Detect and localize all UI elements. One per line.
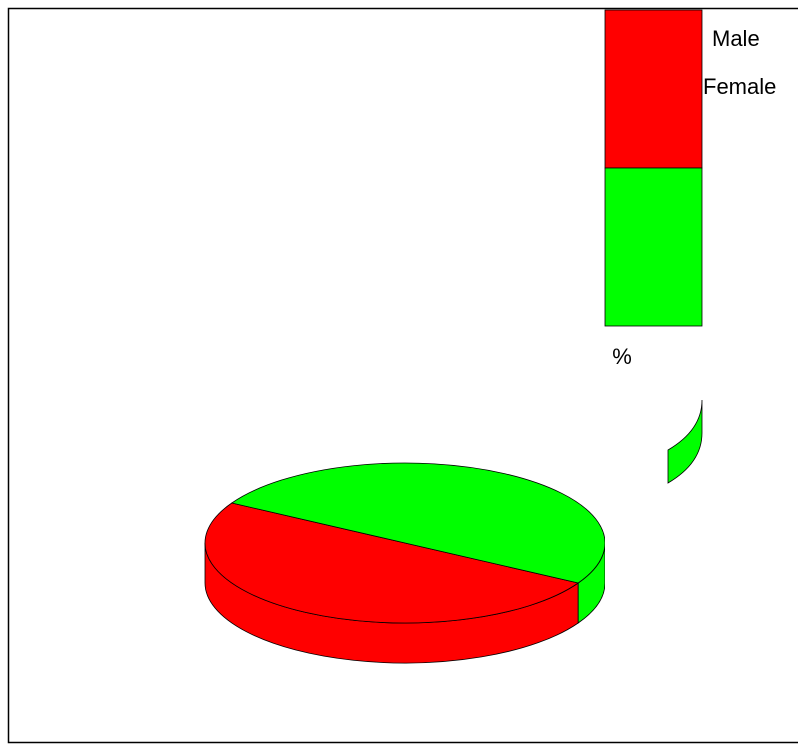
slice xyxy=(230,462,605,584)
legend-swatch xyxy=(604,9,703,169)
legend: Male Female xyxy=(604,9,776,327)
slice xyxy=(204,502,580,624)
legend-label: Female xyxy=(703,74,776,99)
legend-swatch xyxy=(604,167,703,327)
pie xyxy=(204,462,605,664)
pie-fragment xyxy=(667,399,703,484)
legend-label: Male xyxy=(712,26,760,51)
value-label: 0% xyxy=(600,344,632,369)
frame xyxy=(7,7,798,744)
